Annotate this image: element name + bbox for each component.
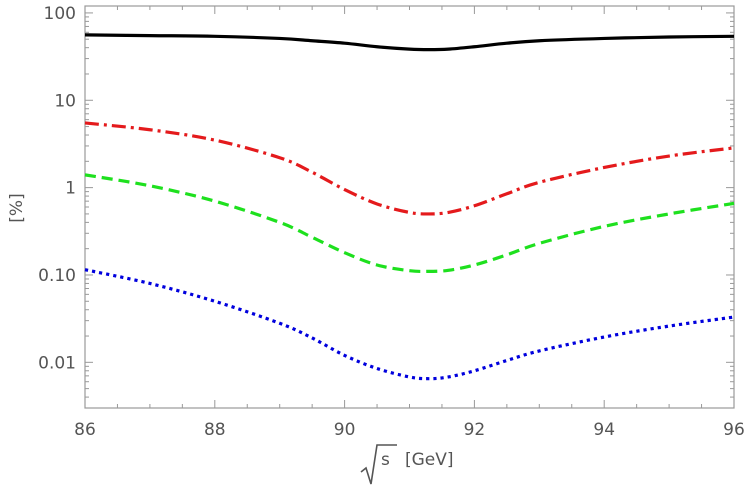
y-tick-label: 0.10 <box>38 266 76 286</box>
y-tick-labels: 0.01 0.10 1 10 100 <box>38 4 76 373</box>
sqrt-symbol <box>360 444 397 485</box>
x-axis-label-radicand: s <box>381 450 390 470</box>
x-tick-label: 94 <box>593 420 615 440</box>
y-tick-label: 100 <box>44 4 76 24</box>
series-group <box>84 33 735 381</box>
x-axis-label: s [GeV] <box>360 444 454 485</box>
axis-ticks <box>84 6 735 409</box>
series-line-1 <box>84 33 735 52</box>
x-axis-label-unit: [GeV] <box>405 450 454 470</box>
x-tick-labels: 86 88 90 92 94 96 <box>74 420 745 440</box>
x-tick-label: 88 <box>204 420 226 440</box>
y-tick-label: 1 <box>65 179 76 199</box>
y-tick-label: 10 <box>54 91 76 111</box>
y-axis-label: [%] <box>7 193 27 222</box>
x-tick-label: 96 <box>723 420 745 440</box>
series-line-3 <box>84 173 735 274</box>
plot-frame <box>84 5 735 409</box>
series-line-2 <box>84 121 735 216</box>
y-tick-label: 0.01 <box>38 353 76 373</box>
series-line-4 <box>84 268 735 381</box>
x-tick-label: 90 <box>334 420 356 440</box>
x-tick-label: 86 <box>74 420 96 440</box>
x-tick-label: 92 <box>464 420 486 440</box>
